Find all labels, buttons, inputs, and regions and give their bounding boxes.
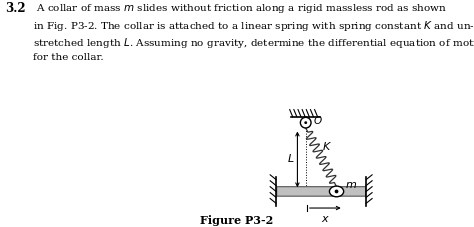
FancyBboxPatch shape: [277, 187, 365, 196]
Circle shape: [304, 122, 307, 125]
Text: A collar of mass $m$ slides without friction along a rigid massless rod as shown: A collar of mass $m$ slides without fric…: [33, 2, 474, 62]
Text: $L$: $L$: [287, 151, 295, 163]
Text: $x$: $x$: [321, 213, 330, 223]
Circle shape: [335, 190, 338, 193]
Ellipse shape: [329, 186, 344, 197]
Text: Figure P3-2: Figure P3-2: [201, 214, 273, 225]
Text: $O$: $O$: [313, 114, 323, 126]
Circle shape: [301, 118, 311, 128]
Text: $m$: $m$: [345, 180, 357, 190]
Text: $K$: $K$: [321, 139, 332, 151]
Text: 3.2: 3.2: [5, 2, 26, 15]
